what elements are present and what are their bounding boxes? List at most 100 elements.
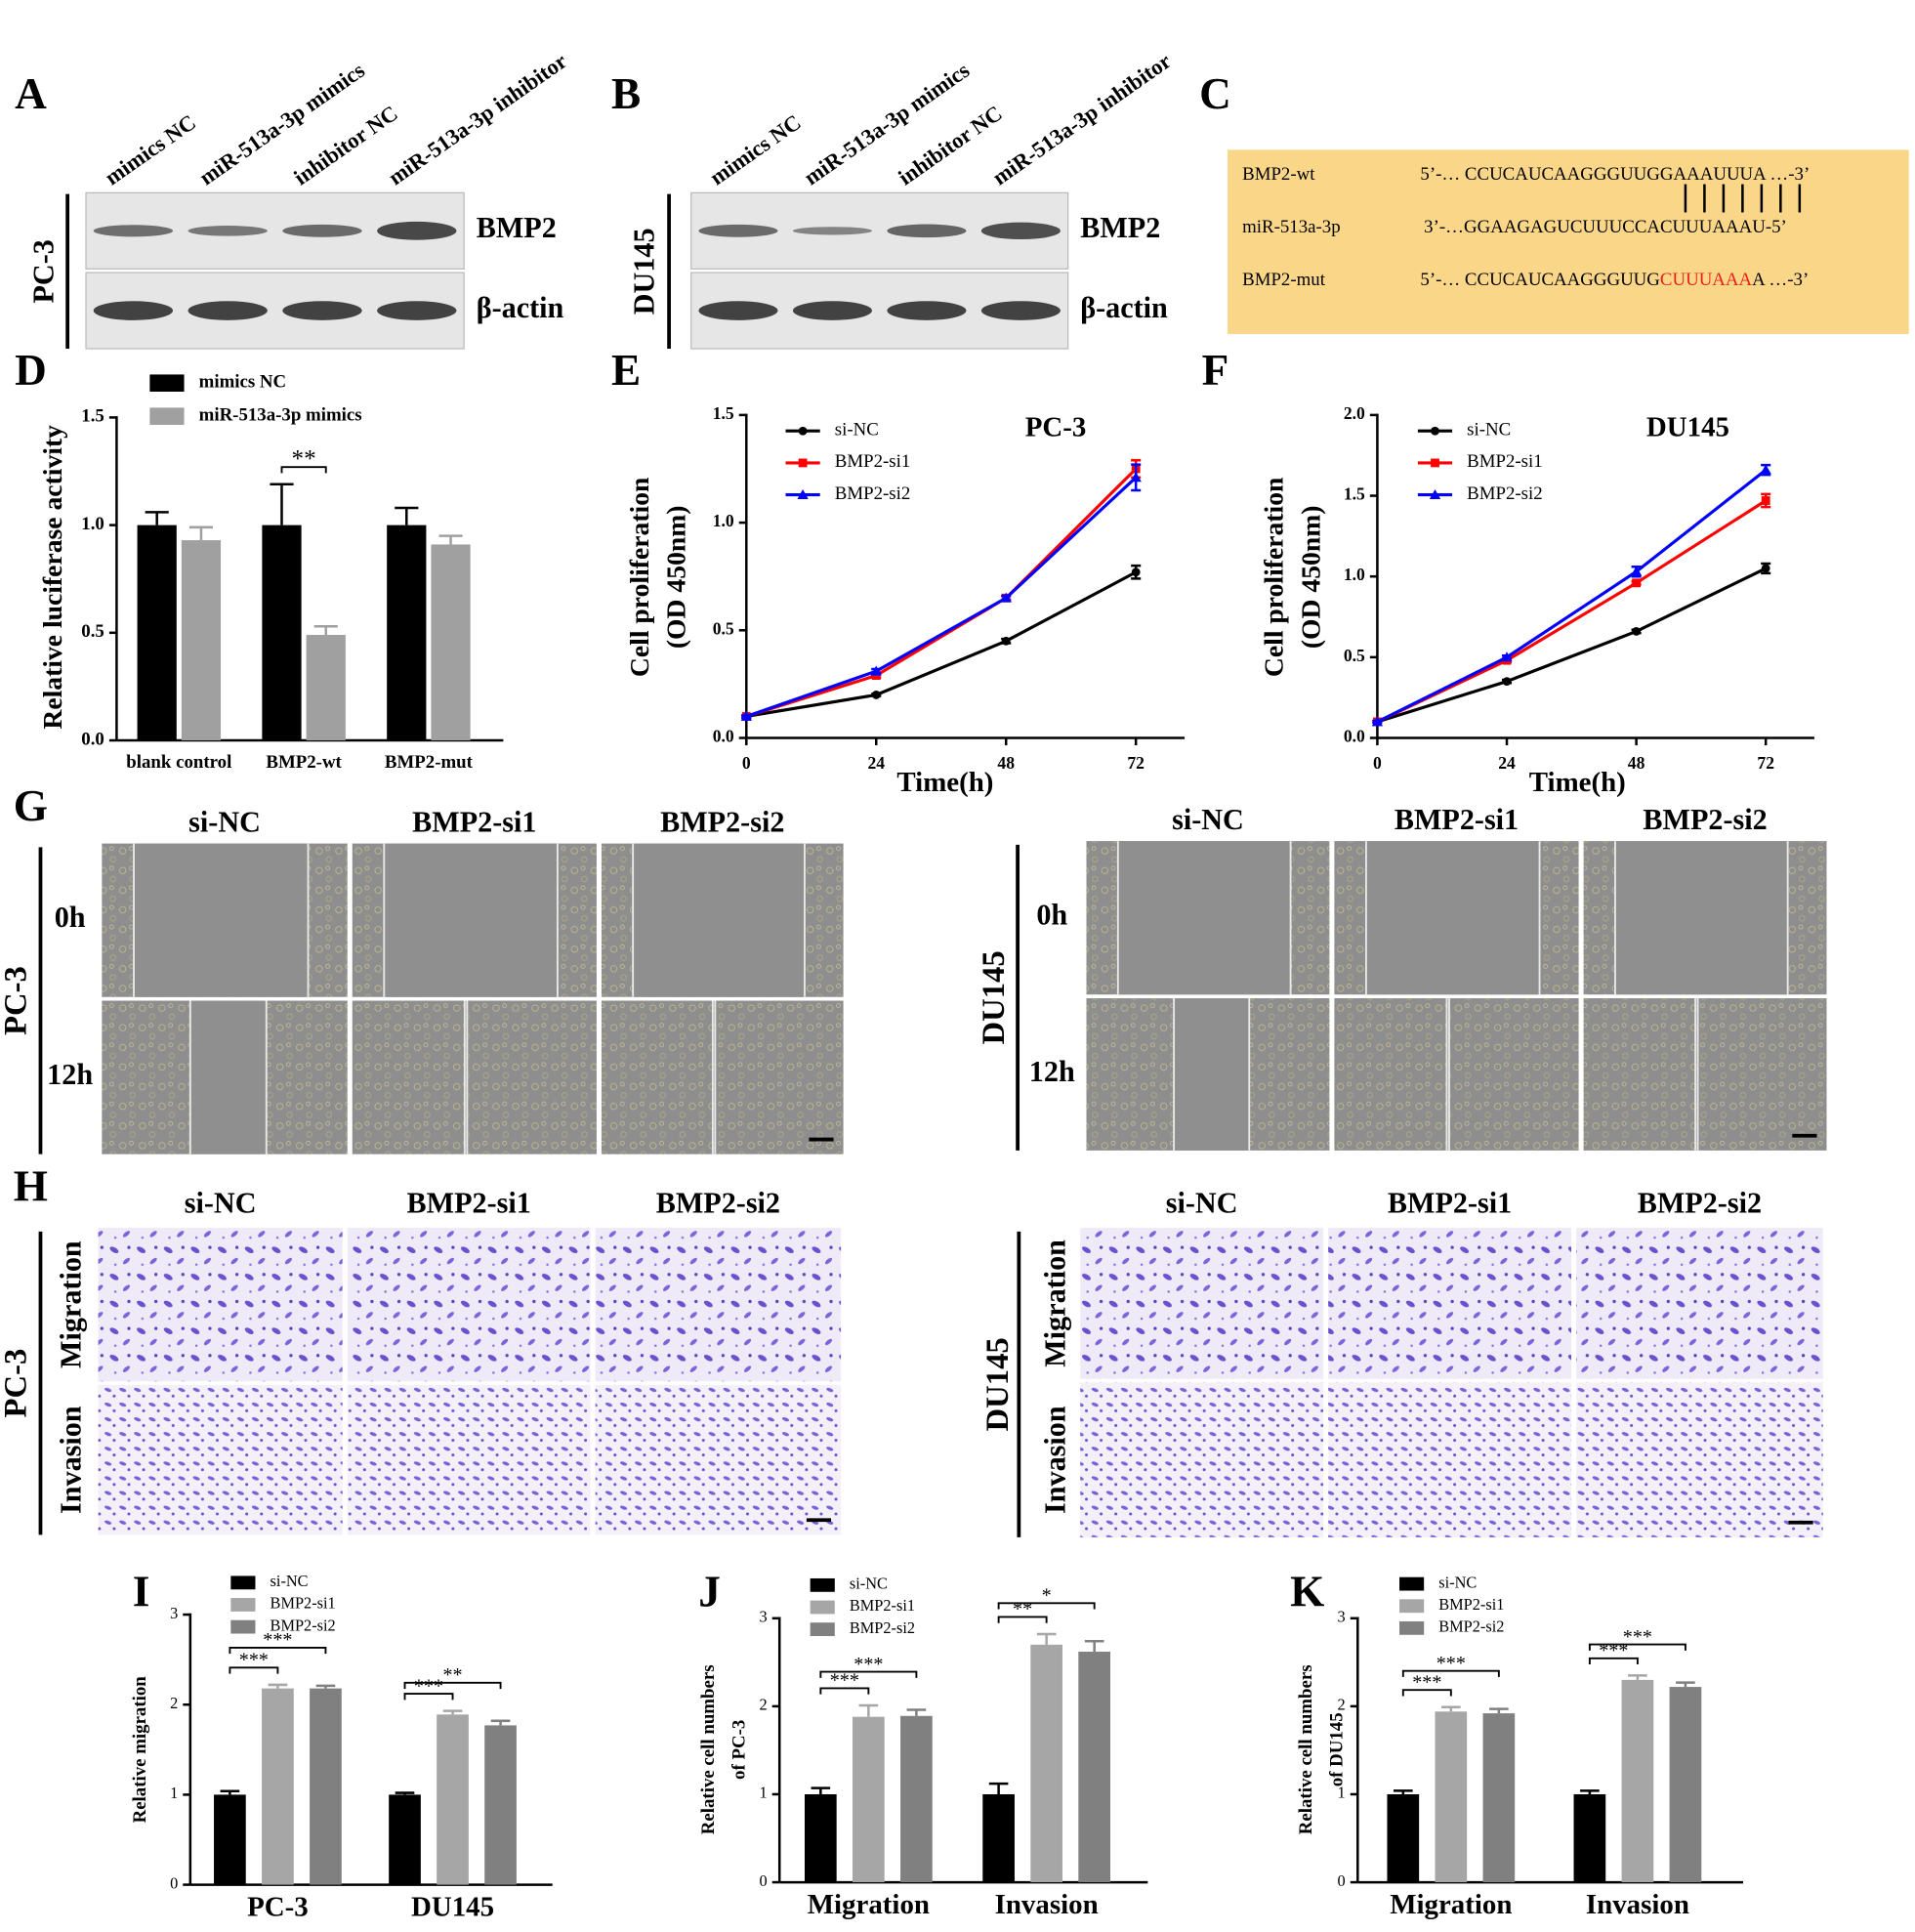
column-label: BMP2-si2 [656, 1186, 780, 1219]
bar [310, 1688, 342, 1885]
sequence-part: 5’-… CCUCAUCAAGGGUUG [1420, 270, 1660, 290]
x-tick-label: 48 [997, 753, 1015, 773]
row-label: 0h [55, 901, 86, 934]
significance-bracket [997, 1616, 1048, 1623]
panel-label: A [15, 69, 47, 118]
x-tick-label: 24 [1498, 753, 1516, 773]
significance-label: ** [1013, 1599, 1032, 1620]
blot-band [792, 301, 872, 320]
cell-line-label: DU145 [980, 1337, 1016, 1431]
x-axis-label: Time(h) [1529, 767, 1626, 798]
protein-label: β-actin [1080, 291, 1168, 324]
marker [1502, 677, 1512, 687]
panel-label: B [611, 69, 641, 118]
y-tick-label: 1.0 [1344, 565, 1365, 584]
chart-title: DU145 [1646, 412, 1729, 443]
y-tick-label: 1.0 [81, 514, 104, 534]
micrograph [595, 1384, 842, 1535]
column-label: BMP2-si2 [660, 806, 784, 839]
row-label: Invasion [1039, 1406, 1072, 1514]
protein-label: BMP2 [477, 211, 557, 244]
line [1376, 468, 1768, 724]
y-tick-label: 0.5 [81, 621, 104, 642]
bar [1435, 1711, 1468, 1883]
marker [1501, 651, 1513, 662]
bar [431, 544, 471, 741]
significance-bracket [229, 1666, 279, 1674]
wound-gap [1174, 997, 1250, 1151]
protein-label: β-actin [477, 291, 564, 324]
micrograph [1080, 1382, 1324, 1537]
cell-line-label: DU145 [627, 228, 660, 315]
marker [1431, 426, 1439, 436]
significance-label: *** [830, 1670, 859, 1692]
y-tick-label: 2 [1338, 1696, 1346, 1714]
column-label: BMP2-si2 [1643, 803, 1767, 836]
significance-label: *** [263, 1629, 292, 1651]
cell-line-label: PC-3 [27, 239, 61, 303]
significance-label: *** [239, 1650, 269, 1671]
sequence: 3’-…GGAAGAGUCUUUCCACUUUAAAU-5’ [1424, 217, 1787, 237]
lane-label: miR-513a-3p mimics [800, 58, 975, 189]
y-tick-label: 1 [1338, 1784, 1346, 1802]
significance-bracket [819, 1687, 870, 1695]
micrograph [347, 1228, 591, 1382]
y-tick-label: 1.5 [81, 406, 104, 427]
significance-bracket [1401, 1669, 1500, 1677]
y-tick-label: 0.5 [1344, 646, 1365, 665]
y-tick-label: 1 [759, 1784, 767, 1802]
x-tick-label: 0 [1373, 753, 1382, 773]
micrograph [347, 1384, 591, 1535]
legend-label: BMP2-si1 [271, 1594, 336, 1613]
significance-label: *** [1436, 1653, 1466, 1674]
bar [982, 1793, 1015, 1883]
significance-label: *** [1623, 1626, 1652, 1648]
legend-label: BMP2-si2 [271, 1616, 336, 1634]
bar [804, 1793, 837, 1883]
y-axis-label: Cell proliferation [624, 478, 654, 677]
micrograph [1080, 1228, 1324, 1379]
blot-band [698, 224, 778, 237]
y-tick-label: 1.5 [713, 403, 734, 423]
row-label: 12h [1029, 1055, 1075, 1088]
legend-label: BMP2-si2 [1438, 1617, 1504, 1636]
row-label: 0h [1036, 899, 1067, 932]
blot-band [282, 301, 362, 320]
legend-label: BMP2-si1 [835, 451, 911, 472]
legend-label: BMP2-si2 [835, 483, 911, 504]
significance-label: ** [292, 446, 316, 473]
significance-label: ** [442, 1664, 462, 1686]
legend-swatch [230, 1619, 256, 1634]
blot-band [887, 224, 967, 238]
micrograph [1334, 997, 1579, 1151]
sequence-name: BMP2-mut [1242, 270, 1326, 290]
bar [306, 635, 346, 741]
micrograph [352, 1000, 597, 1155]
sequence: 5’-… CCUCAUCAAGGGUUGGAAAUUUA …-3’ [1420, 164, 1810, 185]
panel-label: G [14, 781, 48, 830]
y-axis-label: Relative luciferase activity [37, 425, 67, 730]
marker [1000, 592, 1012, 603]
panel-label: F [1202, 346, 1229, 395]
marker [798, 458, 808, 468]
bar [437, 1714, 469, 1885]
line [746, 570, 1137, 719]
x-tick-label: 0 [742, 753, 751, 773]
column-label: si-NC [185, 1186, 257, 1219]
micrograph [1328, 1228, 1572, 1379]
legend-swatch [810, 1622, 835, 1637]
row-label: Invasion [54, 1406, 87, 1514]
significance-bracket [1588, 1657, 1639, 1665]
y-axis-label: Relative cell numbers [1296, 1664, 1316, 1834]
marker [740, 710, 752, 721]
panel-label: C [1199, 69, 1231, 118]
micrograph [1576, 1382, 1823, 1537]
y-axis-label: Relative cell numbers [698, 1664, 719, 1834]
wound-gap [1365, 841, 1540, 995]
legend-label: BMP2-si1 [850, 1596, 915, 1615]
cell-line-label: PC-3 [0, 1349, 33, 1418]
x-tick-label: 24 [867, 753, 885, 773]
row-label: 12h [47, 1058, 93, 1091]
